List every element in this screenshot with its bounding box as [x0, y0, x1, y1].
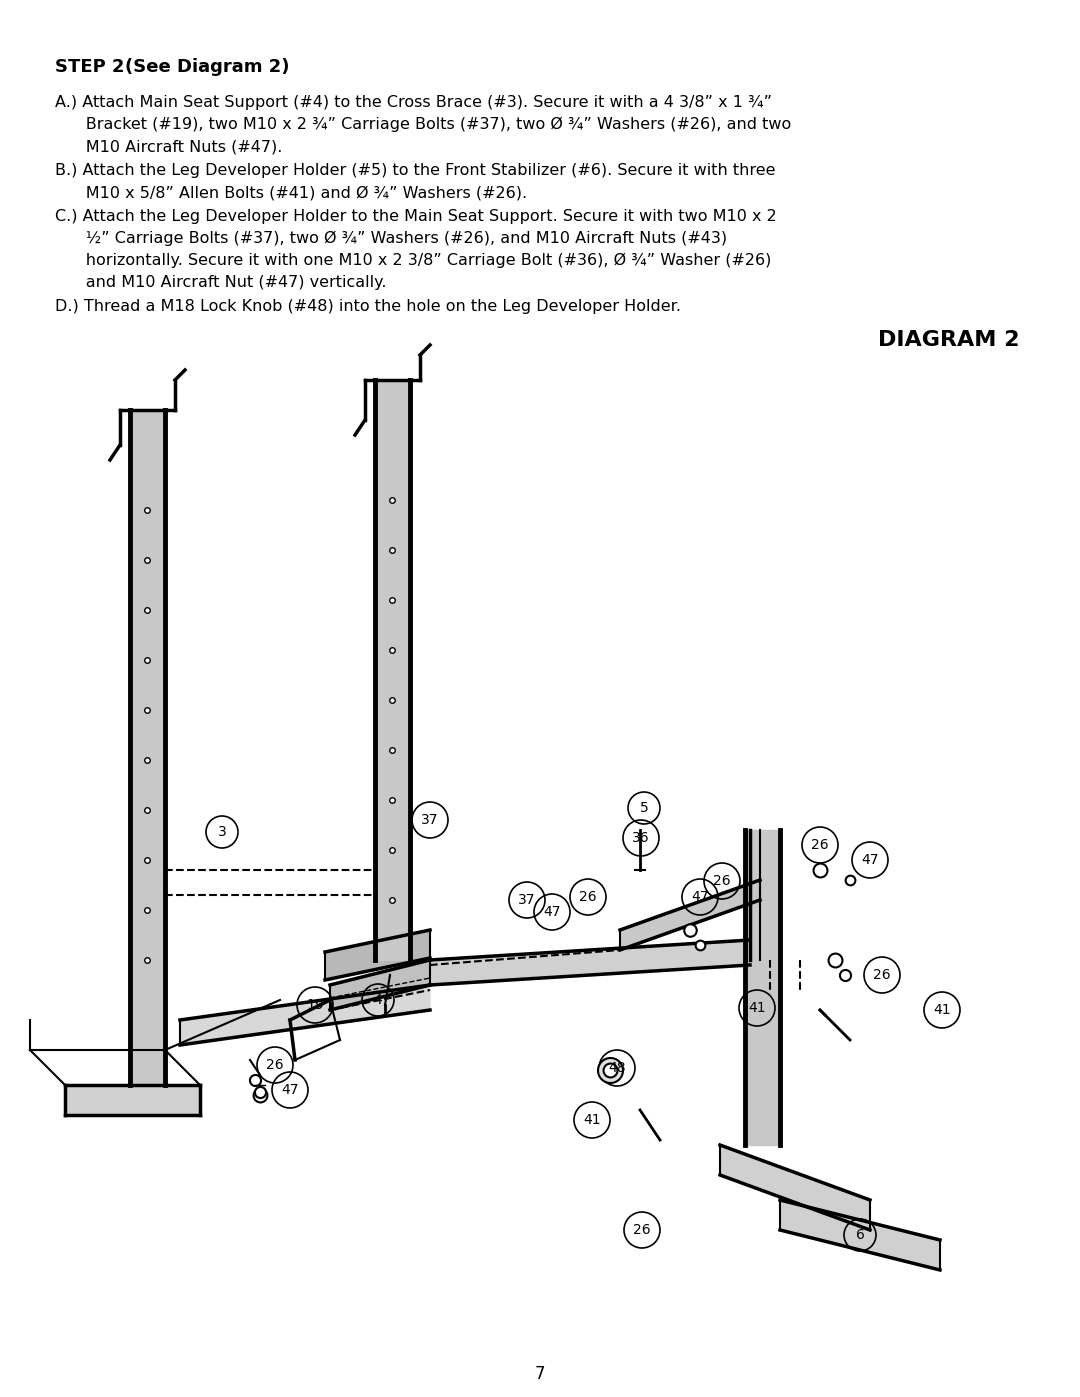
Text: C.) Attach the Leg Developer Holder to the Main Seat Support. Secure it with two: C.) Attach the Leg Developer Holder to t… [55, 210, 777, 224]
Text: horizontally. Secure it with one M10 x 2 3/8” Carriage Bolt (#36), Ø ¾” Washer (: horizontally. Secure it with one M10 x 2… [55, 253, 771, 268]
Polygon shape [65, 1085, 200, 1115]
Text: B.) Attach the Leg Developer Holder (#5) to the Front Stabilizer (#6). Secure it: B.) Attach the Leg Developer Holder (#5)… [55, 163, 775, 177]
Text: and M10 Aircraft Nut (#47) vertically.: and M10 Aircraft Nut (#47) vertically. [55, 275, 387, 291]
Polygon shape [325, 930, 430, 981]
Polygon shape [130, 409, 165, 1085]
Text: 26: 26 [633, 1222, 651, 1236]
Text: 48: 48 [608, 1060, 625, 1076]
Text: 41: 41 [933, 1003, 950, 1017]
Text: A.) Attach Main Seat Support (#4) to the Cross Brace (#3). Secure it with a 4 3/: A.) Attach Main Seat Support (#4) to the… [55, 95, 772, 110]
Polygon shape [330, 960, 430, 1010]
Text: M10 Aircraft Nuts (#47).: M10 Aircraft Nuts (#47). [55, 138, 282, 154]
Text: 6: 6 [855, 1228, 864, 1242]
Text: 26: 26 [811, 838, 828, 852]
Text: 19: 19 [306, 997, 324, 1011]
Text: 37: 37 [518, 893, 536, 907]
Text: D.) Thread a M18 Lock Knob (#48) into the hole on the Leg Developer Holder.: D.) Thread a M18 Lock Knob (#48) into th… [55, 299, 681, 314]
Text: 26: 26 [266, 1058, 284, 1071]
Text: 5: 5 [639, 800, 648, 814]
Text: DIAGRAM 2: DIAGRAM 2 [878, 330, 1020, 351]
Text: 4: 4 [374, 993, 382, 1007]
Text: STEP 2: STEP 2 [55, 59, 124, 75]
Text: 26: 26 [874, 968, 891, 982]
Text: (See Diagram 2): (See Diagram 2) [125, 59, 289, 75]
Polygon shape [430, 940, 750, 985]
Text: 36: 36 [632, 831, 650, 845]
Text: 41: 41 [748, 1002, 766, 1016]
Polygon shape [720, 1146, 870, 1229]
Text: 47: 47 [543, 905, 561, 919]
Polygon shape [780, 1200, 940, 1270]
Text: Bracket (#19), two M10 x 2 ¾” Carriage Bolts (#37), two Ø ¾” Washers (#26), and : Bracket (#19), two M10 x 2 ¾” Carriage B… [55, 117, 792, 133]
Text: 3: 3 [218, 826, 227, 840]
Polygon shape [745, 830, 780, 1146]
Text: 26: 26 [713, 875, 731, 888]
Text: 47: 47 [691, 890, 708, 904]
Text: 26: 26 [579, 890, 597, 904]
Text: 41: 41 [583, 1113, 600, 1127]
Polygon shape [180, 985, 430, 1045]
Text: 47: 47 [281, 1083, 299, 1097]
Text: ½” Carriage Bolts (#37), two Ø ¾” Washers (#26), and M10 Aircraft Nuts (#43): ½” Carriage Bolts (#37), two Ø ¾” Washer… [55, 231, 727, 246]
Polygon shape [375, 380, 410, 960]
Text: 47: 47 [861, 854, 879, 868]
Text: 7: 7 [535, 1365, 545, 1383]
Polygon shape [620, 880, 760, 950]
Text: 37: 37 [421, 813, 438, 827]
Text: M10 x 5/8” Allen Bolts (#41) and Ø ¾” Washers (#26).: M10 x 5/8” Allen Bolts (#41) and Ø ¾” Wa… [55, 184, 527, 200]
